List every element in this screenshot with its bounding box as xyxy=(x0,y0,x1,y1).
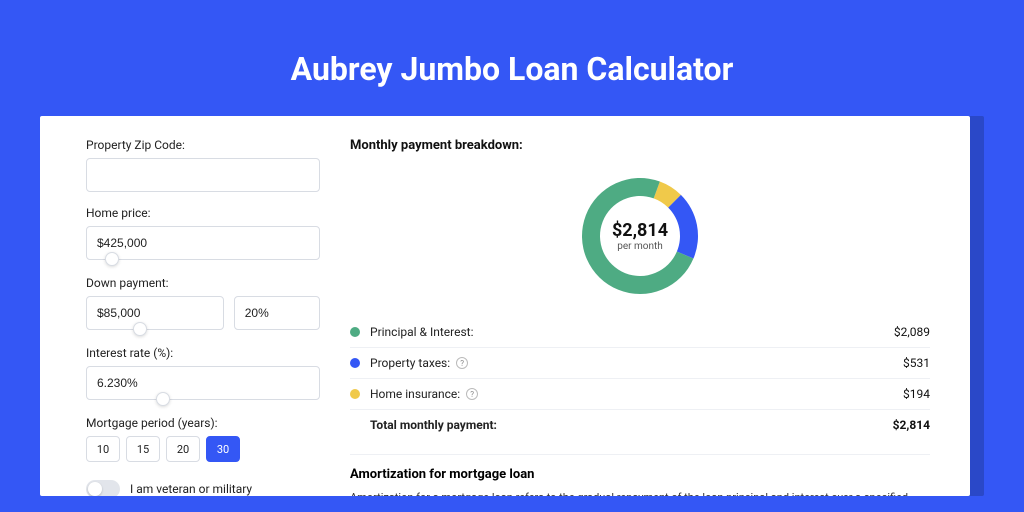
mortgage-period-buttons: 10 15 20 30 xyxy=(86,436,320,462)
home-price-slider[interactable] xyxy=(86,258,320,262)
dot-principal xyxy=(350,327,360,337)
period-btn-30[interactable]: 30 xyxy=(206,436,240,462)
breakdown-panel: Monthly payment breakdown: $2,814 per mo… xyxy=(340,116,970,496)
legend-label-taxes-text: Property taxes: xyxy=(370,356,450,370)
veteran-row: I am veteran or military xyxy=(86,480,320,496)
card-shadow: Property Zip Code: Home price: Down paym… xyxy=(40,116,984,496)
zip-field: Property Zip Code: xyxy=(86,138,320,192)
home-price-slider-thumb[interactable] xyxy=(105,252,119,266)
legend-label-insurance-text: Home insurance: xyxy=(370,387,460,401)
interest-rate-label: Interest rate (%): xyxy=(86,346,320,360)
interest-rate-slider[interactable] xyxy=(86,398,320,402)
legend-label-principal: Principal & Interest: xyxy=(370,325,894,339)
legend-val-insurance: $194 xyxy=(903,387,930,401)
legend-label-insurance: Home insurance: ? xyxy=(370,387,903,401)
down-payment-slider[interactable] xyxy=(86,328,320,332)
legend-row-total: Total monthly payment: $2,814 xyxy=(350,410,930,440)
donut-center: $2,814 per month xyxy=(580,176,700,296)
amortization-text: Amortization for a mortgage loan refers … xyxy=(350,490,930,496)
donut-amount: $2,814 xyxy=(612,220,668,241)
down-payment-percent-input[interactable] xyxy=(234,296,320,330)
mortgage-period-field: Mortgage period (years): 10 15 20 30 xyxy=(86,416,320,462)
legend: Principal & Interest: $2,089 Property ta… xyxy=(350,317,930,440)
dot-insurance xyxy=(350,389,360,399)
amortization-title: Amortization for mortgage loan xyxy=(350,467,930,482)
form-panel: Property Zip Code: Home price: Down paym… xyxy=(40,116,340,496)
veteran-toggle-knob xyxy=(88,482,102,496)
interest-rate-input[interactable] xyxy=(86,366,320,400)
veteran-toggle[interactable] xyxy=(86,480,120,496)
help-icon[interactable]: ? xyxy=(456,357,468,369)
home-price-label: Home price: xyxy=(86,206,320,220)
donut-sub: per month xyxy=(617,241,663,252)
down-payment-label: Down payment: xyxy=(86,276,320,290)
legend-row-principal: Principal & Interest: $2,089 xyxy=(350,317,930,348)
period-btn-20[interactable]: 20 xyxy=(166,436,200,462)
amortization-section: Amortization for mortgage loan Amortizat… xyxy=(350,454,930,496)
legend-label-taxes: Property taxes: ? xyxy=(370,356,903,370)
help-icon[interactable]: ? xyxy=(466,388,478,400)
legend-label-total: Total monthly payment: xyxy=(370,418,893,432)
legend-val-total: $2,814 xyxy=(893,418,930,432)
legend-val-principal: $2,089 xyxy=(894,325,930,339)
down-payment-slider-thumb[interactable] xyxy=(133,322,147,336)
payment-donut-chart: $2,814 per month xyxy=(580,176,700,296)
veteran-label: I am veteran or military xyxy=(130,482,252,496)
interest-rate-field: Interest rate (%): xyxy=(86,346,320,402)
zip-label: Property Zip Code: xyxy=(86,138,320,152)
zip-input[interactable] xyxy=(86,158,320,192)
dot-taxes xyxy=(350,358,360,368)
calculator-card: Property Zip Code: Home price: Down paym… xyxy=(40,116,970,496)
donut-container: $2,814 per month xyxy=(350,161,930,311)
period-btn-15[interactable]: 15 xyxy=(126,436,160,462)
legend-row-taxes: Property taxes: ? $531 xyxy=(350,348,930,379)
legend-val-taxes: $531 xyxy=(903,356,930,370)
interest-rate-slider-thumb[interactable] xyxy=(156,392,170,406)
mortgage-period-label: Mortgage period (years): xyxy=(86,416,320,430)
down-payment-field: Down payment: xyxy=(86,276,320,332)
breakdown-title: Monthly payment breakdown: xyxy=(350,138,930,153)
home-price-field: Home price: xyxy=(86,206,320,262)
home-price-input[interactable] xyxy=(86,226,320,260)
page-title: Aubrey Jumbo Loan Calculator xyxy=(40,50,984,88)
period-btn-10[interactable]: 10 xyxy=(86,436,120,462)
legend-row-insurance: Home insurance: ? $194 xyxy=(350,379,930,410)
down-payment-amount-input[interactable] xyxy=(86,296,224,330)
